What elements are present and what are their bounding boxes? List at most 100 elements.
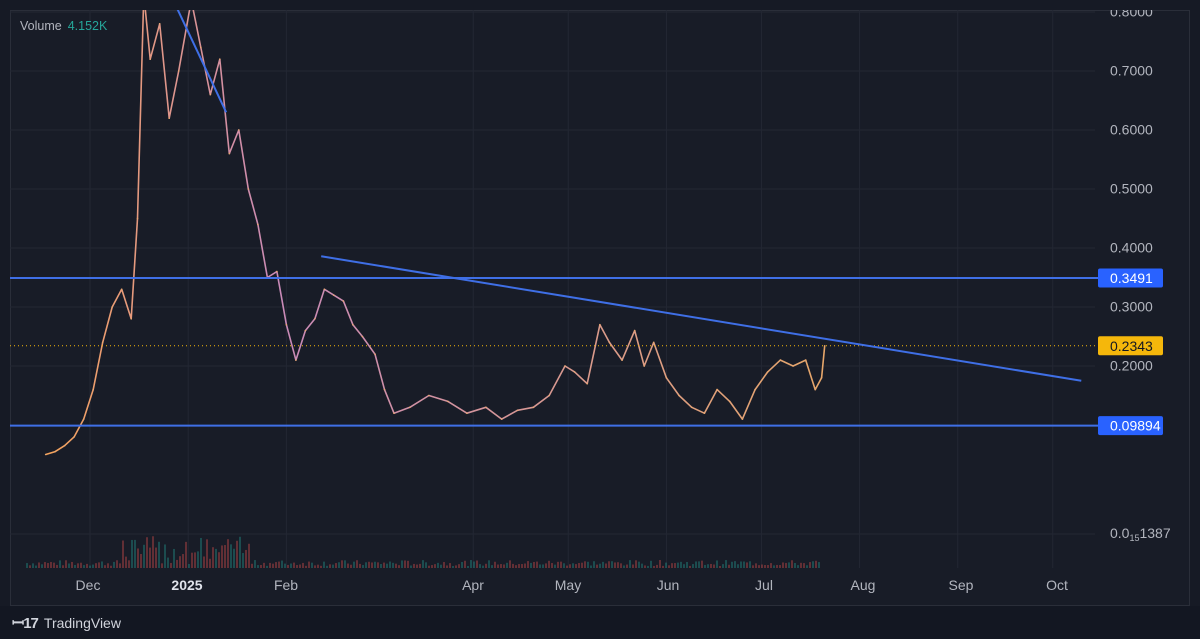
volume-bar — [35, 565, 37, 568]
volume-bar — [647, 565, 649, 568]
price-point — [295, 359, 297, 361]
volume-bar — [122, 540, 124, 568]
volume-bar — [134, 539, 136, 568]
volume-bar — [29, 565, 31, 568]
price-point — [111, 306, 113, 308]
volume-bar — [26, 563, 28, 568]
volume-bar — [146, 537, 148, 568]
volume-bar — [638, 561, 640, 568]
volume-bar — [179, 556, 181, 568]
volume-bar — [68, 563, 70, 568]
price-chart[interactable]: 0.8000 0.7000 0.6000 0.5000 0.4000 0.3000 0.20… — [10, 10, 1190, 606]
chart-panel[interactable] — [10, 10, 1190, 606]
volume-bar — [191, 552, 193, 568]
volume-bar — [683, 564, 685, 568]
volume-bar — [641, 563, 643, 568]
volume-bar — [380, 563, 382, 568]
volume-bar — [767, 564, 769, 568]
volume-bar — [371, 562, 373, 568]
volume-bar — [740, 561, 742, 568]
price-tag-1-bg — [1098, 416, 1163, 436]
volume-bar — [728, 564, 730, 568]
price-point — [130, 318, 132, 320]
volume-bar — [209, 558, 211, 568]
volume-bar — [395, 563, 397, 568]
volume-bar — [434, 564, 436, 568]
volume-bar — [155, 547, 157, 568]
tradingview-brand[interactable]: ꟷ17 TradingView — [12, 613, 121, 633]
price-tag-0-bg — [1098, 268, 1163, 288]
price-point — [352, 323, 354, 326]
volume-bar — [605, 563, 607, 568]
volume-bar — [449, 563, 451, 568]
volume-bar — [614, 562, 616, 568]
volume-bar — [296, 565, 298, 568]
volume-bar — [791, 560, 793, 568]
volume-bar — [59, 560, 61, 568]
volume-bar — [116, 560, 118, 568]
volume-bar — [551, 563, 553, 568]
volume-bar — [659, 560, 661, 568]
price-point — [323, 288, 326, 291]
volume-bar — [32, 563, 34, 568]
volume-bar — [806, 565, 808, 568]
volume-bar — [518, 564, 520, 568]
volume-bar — [320, 565, 322, 568]
volume-bar — [338, 562, 340, 568]
volume-bar — [716, 560, 718, 568]
volume-bar — [47, 563, 49, 568]
volume-bar — [293, 562, 295, 568]
price-point — [608, 341, 611, 344]
x-tick-label: 2025 — [171, 577, 202, 593]
volume-bar — [770, 563, 772, 568]
price-axis: 0.8000 0.7000 0.6000 0.5000 0.4000 0.3000 0.20… — [1098, 10, 1171, 543]
volume-bar — [368, 561, 370, 568]
volume-bar — [533, 561, 535, 568]
trendlines — [176, 10, 1082, 382]
volume-bar — [464, 560, 466, 568]
tradingview-logo-icon: ꟷ17 — [12, 615, 39, 632]
volume-bar — [560, 561, 562, 568]
volume-bar — [539, 564, 541, 568]
price-point — [428, 394, 430, 397]
volume-bar — [332, 564, 334, 568]
volume-bar — [563, 563, 565, 568]
volume-bar — [254, 560, 256, 568]
volume-bar — [455, 565, 457, 568]
volume-bar — [710, 563, 712, 568]
volume-bar — [71, 561, 73, 568]
price-point — [409, 406, 411, 409]
volume-bar — [188, 563, 190, 568]
volume-bar — [389, 561, 391, 568]
price-point — [92, 388, 94, 391]
volume-bar — [56, 564, 58, 568]
price-point — [177, 70, 180, 72]
volume-bar — [491, 565, 493, 568]
volume-bar — [701, 560, 703, 568]
volume-bar — [41, 564, 43, 568]
volume-bar — [350, 564, 352, 568]
volume-bar — [119, 563, 121, 568]
volume-bar — [794, 562, 796, 568]
volume-bar — [374, 561, 376, 568]
volume-bar — [242, 553, 244, 568]
volume-bar — [602, 561, 604, 568]
x-tick-label: Oct — [1046, 577, 1068, 593]
price-point — [792, 365, 794, 367]
volume-bar — [392, 562, 394, 568]
price-point — [333, 294, 335, 297]
volume-bar — [461, 561, 463, 568]
volume-bar — [38, 562, 40, 568]
volume-bar — [713, 564, 715, 568]
volume-bar — [530, 562, 532, 568]
y-tick-label: 0.2000 — [1110, 358, 1153, 374]
volume-bar — [95, 563, 97, 568]
volume-bar — [248, 543, 250, 568]
volume-bar — [458, 564, 460, 568]
volume-bar — [236, 540, 238, 568]
volume-bar — [230, 544, 232, 568]
volume-bar — [584, 561, 586, 568]
volume-bar — [542, 564, 544, 568]
price-point — [564, 365, 566, 367]
volume-bar — [365, 562, 367, 568]
